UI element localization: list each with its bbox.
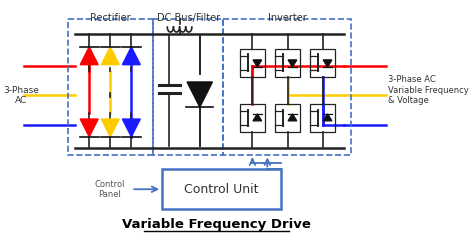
Bar (68, 19, 153, 155)
Polygon shape (101, 119, 119, 137)
Text: 3-Phase AC
Variable Frequency
& Voltage: 3-Phase AC Variable Frequency & Voltage (388, 75, 468, 105)
Bar (223, 19, 351, 155)
Bar (162, 169, 281, 209)
Polygon shape (323, 60, 332, 67)
Polygon shape (80, 47, 98, 65)
Polygon shape (122, 47, 140, 65)
Bar (240, 49, 264, 77)
Text: DC Bus/Filter: DC Bus/Filter (157, 13, 220, 23)
Bar (240, 104, 264, 132)
Bar (310, 49, 335, 77)
Text: Inverter: Inverter (268, 13, 307, 23)
Polygon shape (101, 47, 119, 65)
Bar (275, 104, 300, 132)
Polygon shape (288, 114, 297, 121)
Bar (153, 19, 223, 155)
Polygon shape (122, 119, 140, 137)
Polygon shape (187, 82, 212, 107)
Text: Control Unit: Control Unit (184, 183, 258, 196)
Text: Variable Frequency Drive: Variable Frequency Drive (122, 218, 311, 231)
Polygon shape (253, 114, 262, 121)
Text: Control
Panel: Control Panel (94, 180, 125, 199)
Polygon shape (80, 119, 98, 137)
Polygon shape (253, 60, 262, 67)
Polygon shape (288, 60, 297, 67)
Text: Rectifier: Rectifier (90, 13, 130, 23)
Bar (310, 104, 335, 132)
Polygon shape (323, 114, 332, 121)
Text: 3-Phase
AC: 3-Phase AC (3, 86, 39, 105)
Bar (275, 49, 300, 77)
